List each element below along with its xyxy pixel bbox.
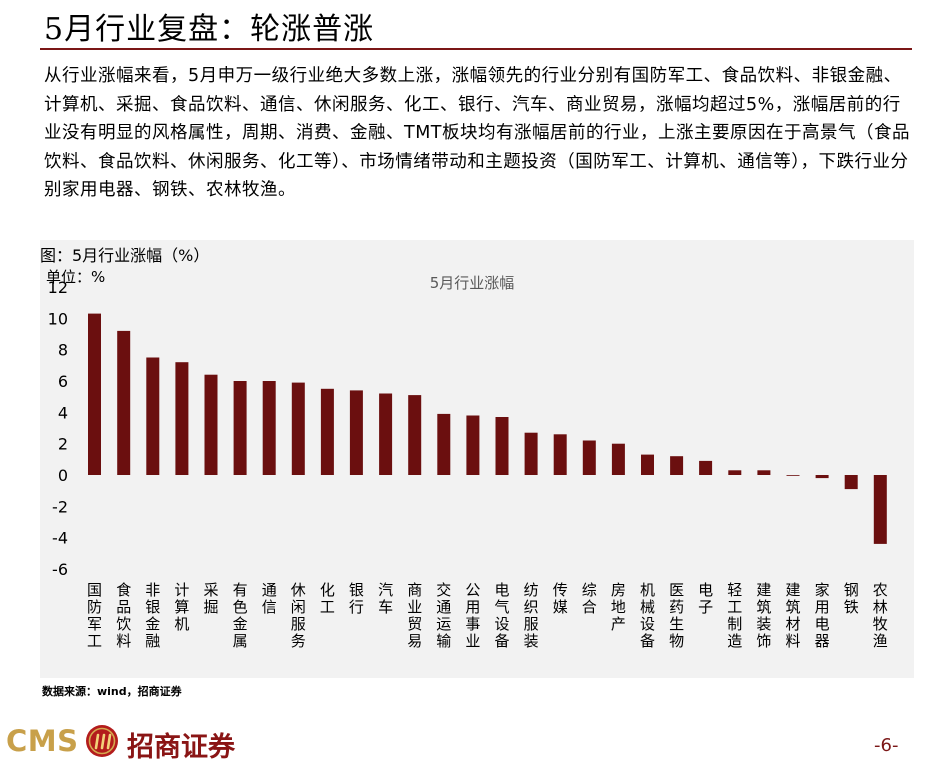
unit-label: 单位：% <box>46 268 105 286</box>
bar <box>204 374 218 475</box>
x-tick-label: 房地产 <box>611 581 626 633</box>
logo-emblem-icon <box>86 725 118 757</box>
y-tick-label: 4 <box>58 403 68 422</box>
x-tick-label: 计算机 <box>174 581 189 633</box>
x-tick-label: 非银金融 <box>145 581 160 650</box>
x-tick-label: 商业贸易 <box>407 581 422 650</box>
bar <box>582 440 596 475</box>
chart-panel: 5月行业涨幅 单位：% 12 10 8 6 4 2 0 -2 -4 -6 国防军工 食品饮料 非银金融… <box>40 240 914 678</box>
x-tick-label: 轻工制造 <box>727 581 742 650</box>
bar <box>466 415 480 475</box>
x-tick-label: 传媒 <box>553 581 568 616</box>
bar <box>757 470 771 475</box>
bar <box>670 456 684 475</box>
bar <box>699 460 713 475</box>
x-tick-label: 建筑装饰 <box>756 581 771 650</box>
y-tick-label: 10 <box>48 309 68 328</box>
bar <box>379 393 393 475</box>
bar <box>291 382 305 475</box>
y-tick-label: -6 <box>52 560 68 579</box>
x-tick-label: 交通运输 <box>436 581 451 650</box>
body-paragraph: 从行业涨幅来看，5月申万一级行业绝大多数上涨，涨幅领先的行业分别有国防军工、食品… <box>44 66 910 200</box>
chart-title: 5月行业涨幅 <box>430 274 515 292</box>
y-tick-label: 6 <box>58 372 68 391</box>
y-tick-label: 12 <box>48 278 68 297</box>
bar <box>873 475 887 544</box>
y-tick-label: -2 <box>52 497 68 516</box>
x-tick-label: 通信 <box>262 581 277 616</box>
x-tick-label: 化工 <box>320 581 335 616</box>
x-tick-label: 家用电器 <box>815 581 830 650</box>
x-tick-label: 农林牧渔 <box>873 581 888 650</box>
bar <box>728 470 742 475</box>
bar <box>146 357 160 475</box>
logo-latin-text: CMS <box>6 724 79 758</box>
bar <box>495 417 509 475</box>
bar <box>262 381 276 475</box>
x-tick-label: 银行 <box>349 581 364 616</box>
x-tick-label: 汽车 <box>378 581 393 616</box>
bar <box>437 413 451 475</box>
source-note: 数据来源：wind，招商证券 <box>42 685 182 698</box>
bars <box>88 313 887 544</box>
title-divider <box>40 48 912 50</box>
bar <box>524 432 538 475</box>
bar <box>553 434 567 475</box>
bar <box>844 475 858 490</box>
y-tick-label: 2 <box>58 435 68 454</box>
x-tick-label: 国防军工 <box>87 581 102 650</box>
x-tick-label: 采掘 <box>203 581 218 616</box>
bar <box>88 313 101 475</box>
figure-caption: 图：5月行业涨幅（%） <box>40 246 210 265</box>
y-tick-label: 8 <box>58 341 68 360</box>
x-axis-labels: 国防军工食品饮料非银金融计算机采掘有色金属通信休闲服务化工银行汽车商业贸易交通运… <box>87 581 888 650</box>
y-tick-label: 0 <box>58 466 68 485</box>
x-tick-label: 医药生物 <box>669 581 684 650</box>
x-tick-label: 机械设备 <box>640 581 655 650</box>
bar <box>786 475 800 476</box>
industry-return-bar-chart: 5月行业涨幅 单位：% 12 10 8 6 4 2 0 -2 -4 -6 国防军工食品饮料非银金融… <box>46 268 888 650</box>
logo-chinese-text: 招商证券 <box>127 732 235 763</box>
x-tick-label: 电气设备 <box>494 581 509 650</box>
x-tick-label: 建筑材料 <box>785 581 800 650</box>
page-number: -6- <box>874 735 899 756</box>
x-tick-label: 有色金属 <box>233 581 248 650</box>
x-tick-label: 钢铁 <box>844 581 859 616</box>
page-title: 5月行业复盘：轮涨普涨 <box>44 12 375 47</box>
y-axis-ticks: 12 10 8 6 4 2 0 -2 -4 -6 <box>48 278 68 579</box>
bar <box>611 443 625 475</box>
bar <box>815 475 829 479</box>
bar <box>233 381 247 475</box>
bar <box>117 330 131 475</box>
bar <box>320 388 334 475</box>
bar <box>349 390 363 475</box>
bar <box>641 454 654 475</box>
bar <box>408 395 422 475</box>
x-tick-label: 公用事业 <box>465 581 480 650</box>
x-tick-label: 电子 <box>698 581 713 616</box>
y-tick-label: -4 <box>52 529 68 548</box>
x-tick-label: 食品饮料 <box>116 581 131 650</box>
x-tick-label: 纺织服装 <box>524 581 539 650</box>
bar <box>175 362 189 475</box>
x-tick-label: 综合 <box>582 581 597 616</box>
x-tick-label: 休闲服务 <box>291 581 306 650</box>
